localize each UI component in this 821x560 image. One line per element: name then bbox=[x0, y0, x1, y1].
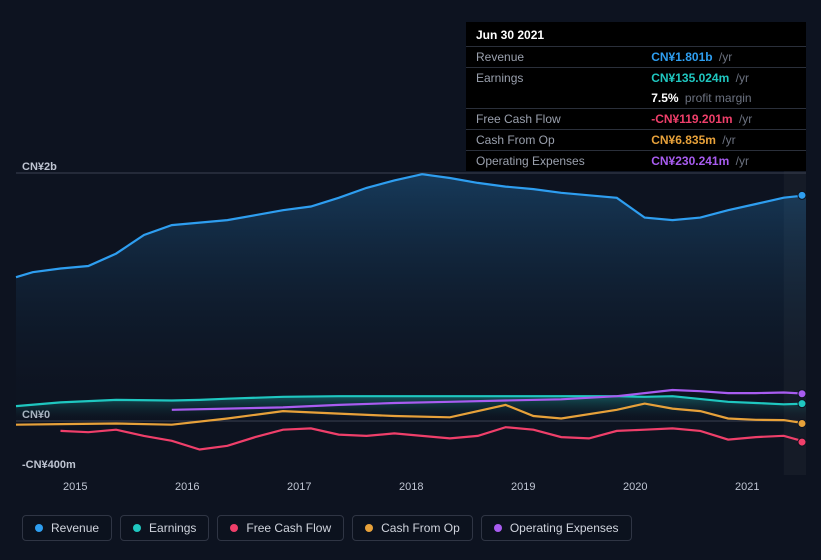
tooltip-date: Jun 30 2021 bbox=[466, 22, 806, 46]
series-end-dot bbox=[798, 400, 806, 408]
tooltip-row-label: Earnings bbox=[466, 68, 641, 89]
series-area-revenue bbox=[16, 174, 806, 421]
tooltip-row-label bbox=[466, 88, 641, 109]
series-end-dot bbox=[798, 191, 806, 199]
series-end-dot bbox=[798, 438, 806, 446]
legend-label: Earnings bbox=[149, 521, 196, 535]
legend: Revenue Earnings Free Cash Flow Cash From O… bbox=[22, 515, 632, 541]
legend-item-cfo[interactable]: Cash From Op bbox=[352, 515, 473, 541]
tooltip-row-label: Free Cash Flow bbox=[466, 109, 641, 130]
legend-label: Revenue bbox=[51, 521, 99, 535]
tooltip-row-value: CN¥230.241m /yr bbox=[641, 151, 806, 172]
series-end-dot bbox=[798, 419, 806, 427]
legend-dot-icon bbox=[230, 524, 238, 532]
tooltip-row-value: CN¥1.801b /yr bbox=[641, 47, 806, 68]
legend-dot-icon bbox=[35, 524, 43, 532]
tooltip-row-label: Revenue bbox=[466, 47, 641, 68]
legend-item-opex[interactable]: Operating Expenses bbox=[481, 515, 632, 541]
tooltip-row-value: CN¥135.024m /yr bbox=[641, 68, 806, 89]
series-end-dot bbox=[798, 390, 806, 398]
legend-label: Cash From Op bbox=[381, 521, 460, 535]
series-line-fcf bbox=[61, 427, 807, 449]
tooltip-row-label: Cash From Op bbox=[466, 130, 641, 151]
legend-item-earnings[interactable]: Earnings bbox=[120, 515, 209, 541]
tooltip-row-value: CN¥6.835m /yr bbox=[641, 130, 806, 151]
tooltip-row-value: -CN¥119.201m /yr bbox=[641, 109, 806, 130]
chart-tooltip: Jun 30 2021 RevenueCN¥1.801b /yrEarnings… bbox=[466, 22, 806, 171]
financial-chart: Jun 30 2021 RevenueCN¥1.801b /yrEarnings… bbox=[0, 0, 821, 560]
legend-dot-icon bbox=[365, 524, 373, 532]
legend-item-revenue[interactable]: Revenue bbox=[22, 515, 112, 541]
tooltip-row-label: Operating Expenses bbox=[466, 151, 641, 172]
legend-dot-icon bbox=[133, 524, 141, 532]
legend-label: Operating Expenses bbox=[510, 521, 619, 535]
legend-dot-icon bbox=[494, 524, 502, 532]
legend-item-fcf[interactable]: Free Cash Flow bbox=[217, 515, 344, 541]
legend-label: Free Cash Flow bbox=[246, 521, 331, 535]
tooltip-row-value: 7.5% profit margin bbox=[641, 88, 806, 109]
